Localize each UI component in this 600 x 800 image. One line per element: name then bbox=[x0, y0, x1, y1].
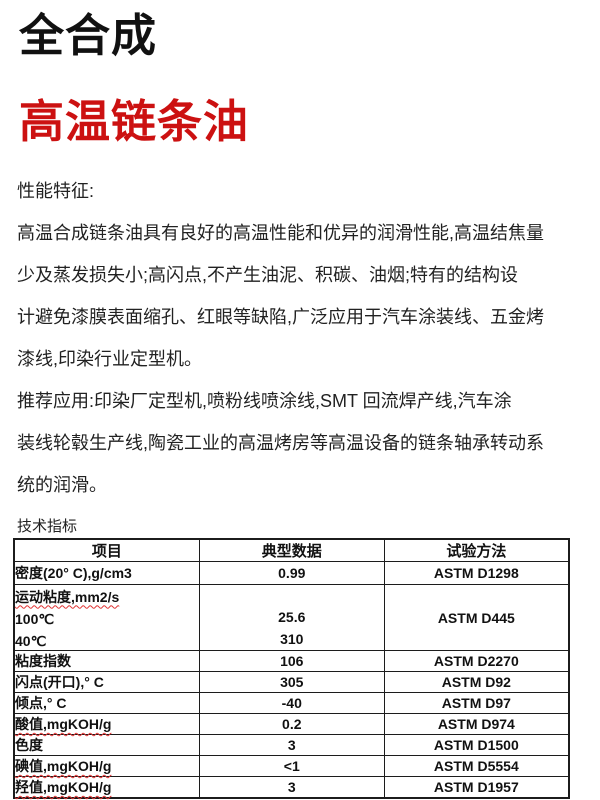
spec-value: 3 bbox=[198, 734, 385, 756]
features-paragraph: 高温合成链条油具有良好的高温性能和优异的润滑性能,高温结焦量 少及蒸发损失小;高… bbox=[17, 222, 544, 369]
spec-item-label: 粘度指数 bbox=[13, 650, 200, 672]
spec-item-label: 密度(20° C),g/cm3 bbox=[13, 561, 200, 585]
column-header-typical-data: 典型数据 bbox=[198, 538, 385, 562]
viscosity-label-stack: 运动粘度,mm2/s 100℃ 40℃ bbox=[15, 586, 199, 650]
spec-value: 0.99 bbox=[198, 561, 385, 585]
table-row-density: 密度(20° C),g/cm3 0.99 ASTM D1298 bbox=[13, 561, 570, 585]
spec-item-label: 碘值,mgKOH/g bbox=[15, 758, 112, 774]
spec-method: ASTM D1500 bbox=[383, 734, 570, 756]
column-header-item: 项目 bbox=[13, 538, 200, 562]
spec-value: <1 bbox=[198, 755, 385, 777]
spec-value: 3 bbox=[198, 776, 385, 799]
spec-value: -40 bbox=[198, 692, 385, 714]
spec-method: ASTM D92 bbox=[383, 671, 570, 693]
product-title-primary: 全合成 bbox=[19, 10, 158, 61]
spec-method: ASTM D974 bbox=[383, 713, 570, 735]
spec-item-label: 酸值,mgKOH/g bbox=[15, 716, 112, 732]
column-header-test-method: 试验方法 bbox=[383, 538, 570, 562]
spec-item-label: 闪点(开口),° C bbox=[13, 671, 200, 693]
table-row: 粘度指数 106 ASTM D2270 bbox=[13, 650, 570, 672]
table-row: 酸值,mgKOH/g 0.2 ASTM D974 bbox=[13, 713, 570, 735]
spec-item-label: 运动粘度,mm2/s bbox=[15, 588, 120, 605]
body-text-block: 性能特征: 高温合成链条油具有良好的高温性能和优异的润滑性能,高温结焦量 少及蒸… bbox=[17, 170, 590, 506]
spec-method: ASTM D97 bbox=[383, 692, 570, 714]
spec-value: 106 bbox=[198, 650, 385, 672]
viscosity-sub-100c: 100℃ bbox=[15, 610, 55, 627]
product-title-secondary: 高温链条油 bbox=[19, 95, 250, 147]
spec-table: 项目 典型数据 试验方法 密度(20° C),g/cm3 0.99 ASTM D… bbox=[13, 537, 570, 799]
spec-method: ASTM D445 bbox=[383, 584, 570, 651]
table-row: 羟值,mgKOH/g 3 ASTM D1957 bbox=[13, 776, 570, 799]
table-header-row: 项目 典型数据 试验方法 bbox=[13, 538, 570, 562]
viscosity-value-stack: 25.6 310 bbox=[200, 586, 384, 650]
spec-value: 305 bbox=[198, 671, 385, 693]
table-row: 碘值,mgKOH/g <1 ASTM D5554 bbox=[13, 755, 570, 777]
features-heading: 性能特征: bbox=[17, 180, 95, 201]
spec-value: 0.2 bbox=[198, 713, 385, 735]
table-row: 闪点(开口),° C 305 ASTM D92 bbox=[13, 671, 570, 693]
viscosity-sub-40c: 40℃ bbox=[15, 632, 47, 649]
table-row: 倾点,° C -40 ASTM D97 bbox=[13, 692, 570, 714]
spec-table-heading: 技术指标 bbox=[17, 517, 78, 535]
document-root: 全合成 高温链条油 性能特征: 高温合成链条油具有良好的高温性能和优异的润滑性能… bbox=[0, 10, 600, 799]
spec-item-label: 色度 bbox=[13, 734, 200, 756]
spec-method: ASTM D1298 bbox=[383, 561, 570, 585]
spec-method: ASTM D2270 bbox=[383, 650, 570, 672]
applications-paragraph: 推荐应用:印染厂定型机,喷粉线喷涂线,SMT 回流焊产线,汽车涂 装线轮毂生产线… bbox=[17, 390, 544, 495]
table-row-viscosity: 运动粘度,mm2/s 100℃ 40℃ 25.6 310 ASTM D445 bbox=[13, 584, 570, 651]
spec-method: ASTM D5554 bbox=[383, 755, 570, 777]
spec-method: ASTM D1957 bbox=[383, 776, 570, 799]
table-row: 色度 3 ASTM D1500 bbox=[13, 734, 570, 756]
spec-value-100c: 25.6 bbox=[278, 608, 306, 625]
spec-item-label: 倾点,° C bbox=[13, 692, 200, 714]
spec-value-40c: 310 bbox=[280, 630, 304, 647]
spec-item-label: 羟值,mgKOH/g bbox=[15, 779, 112, 795]
